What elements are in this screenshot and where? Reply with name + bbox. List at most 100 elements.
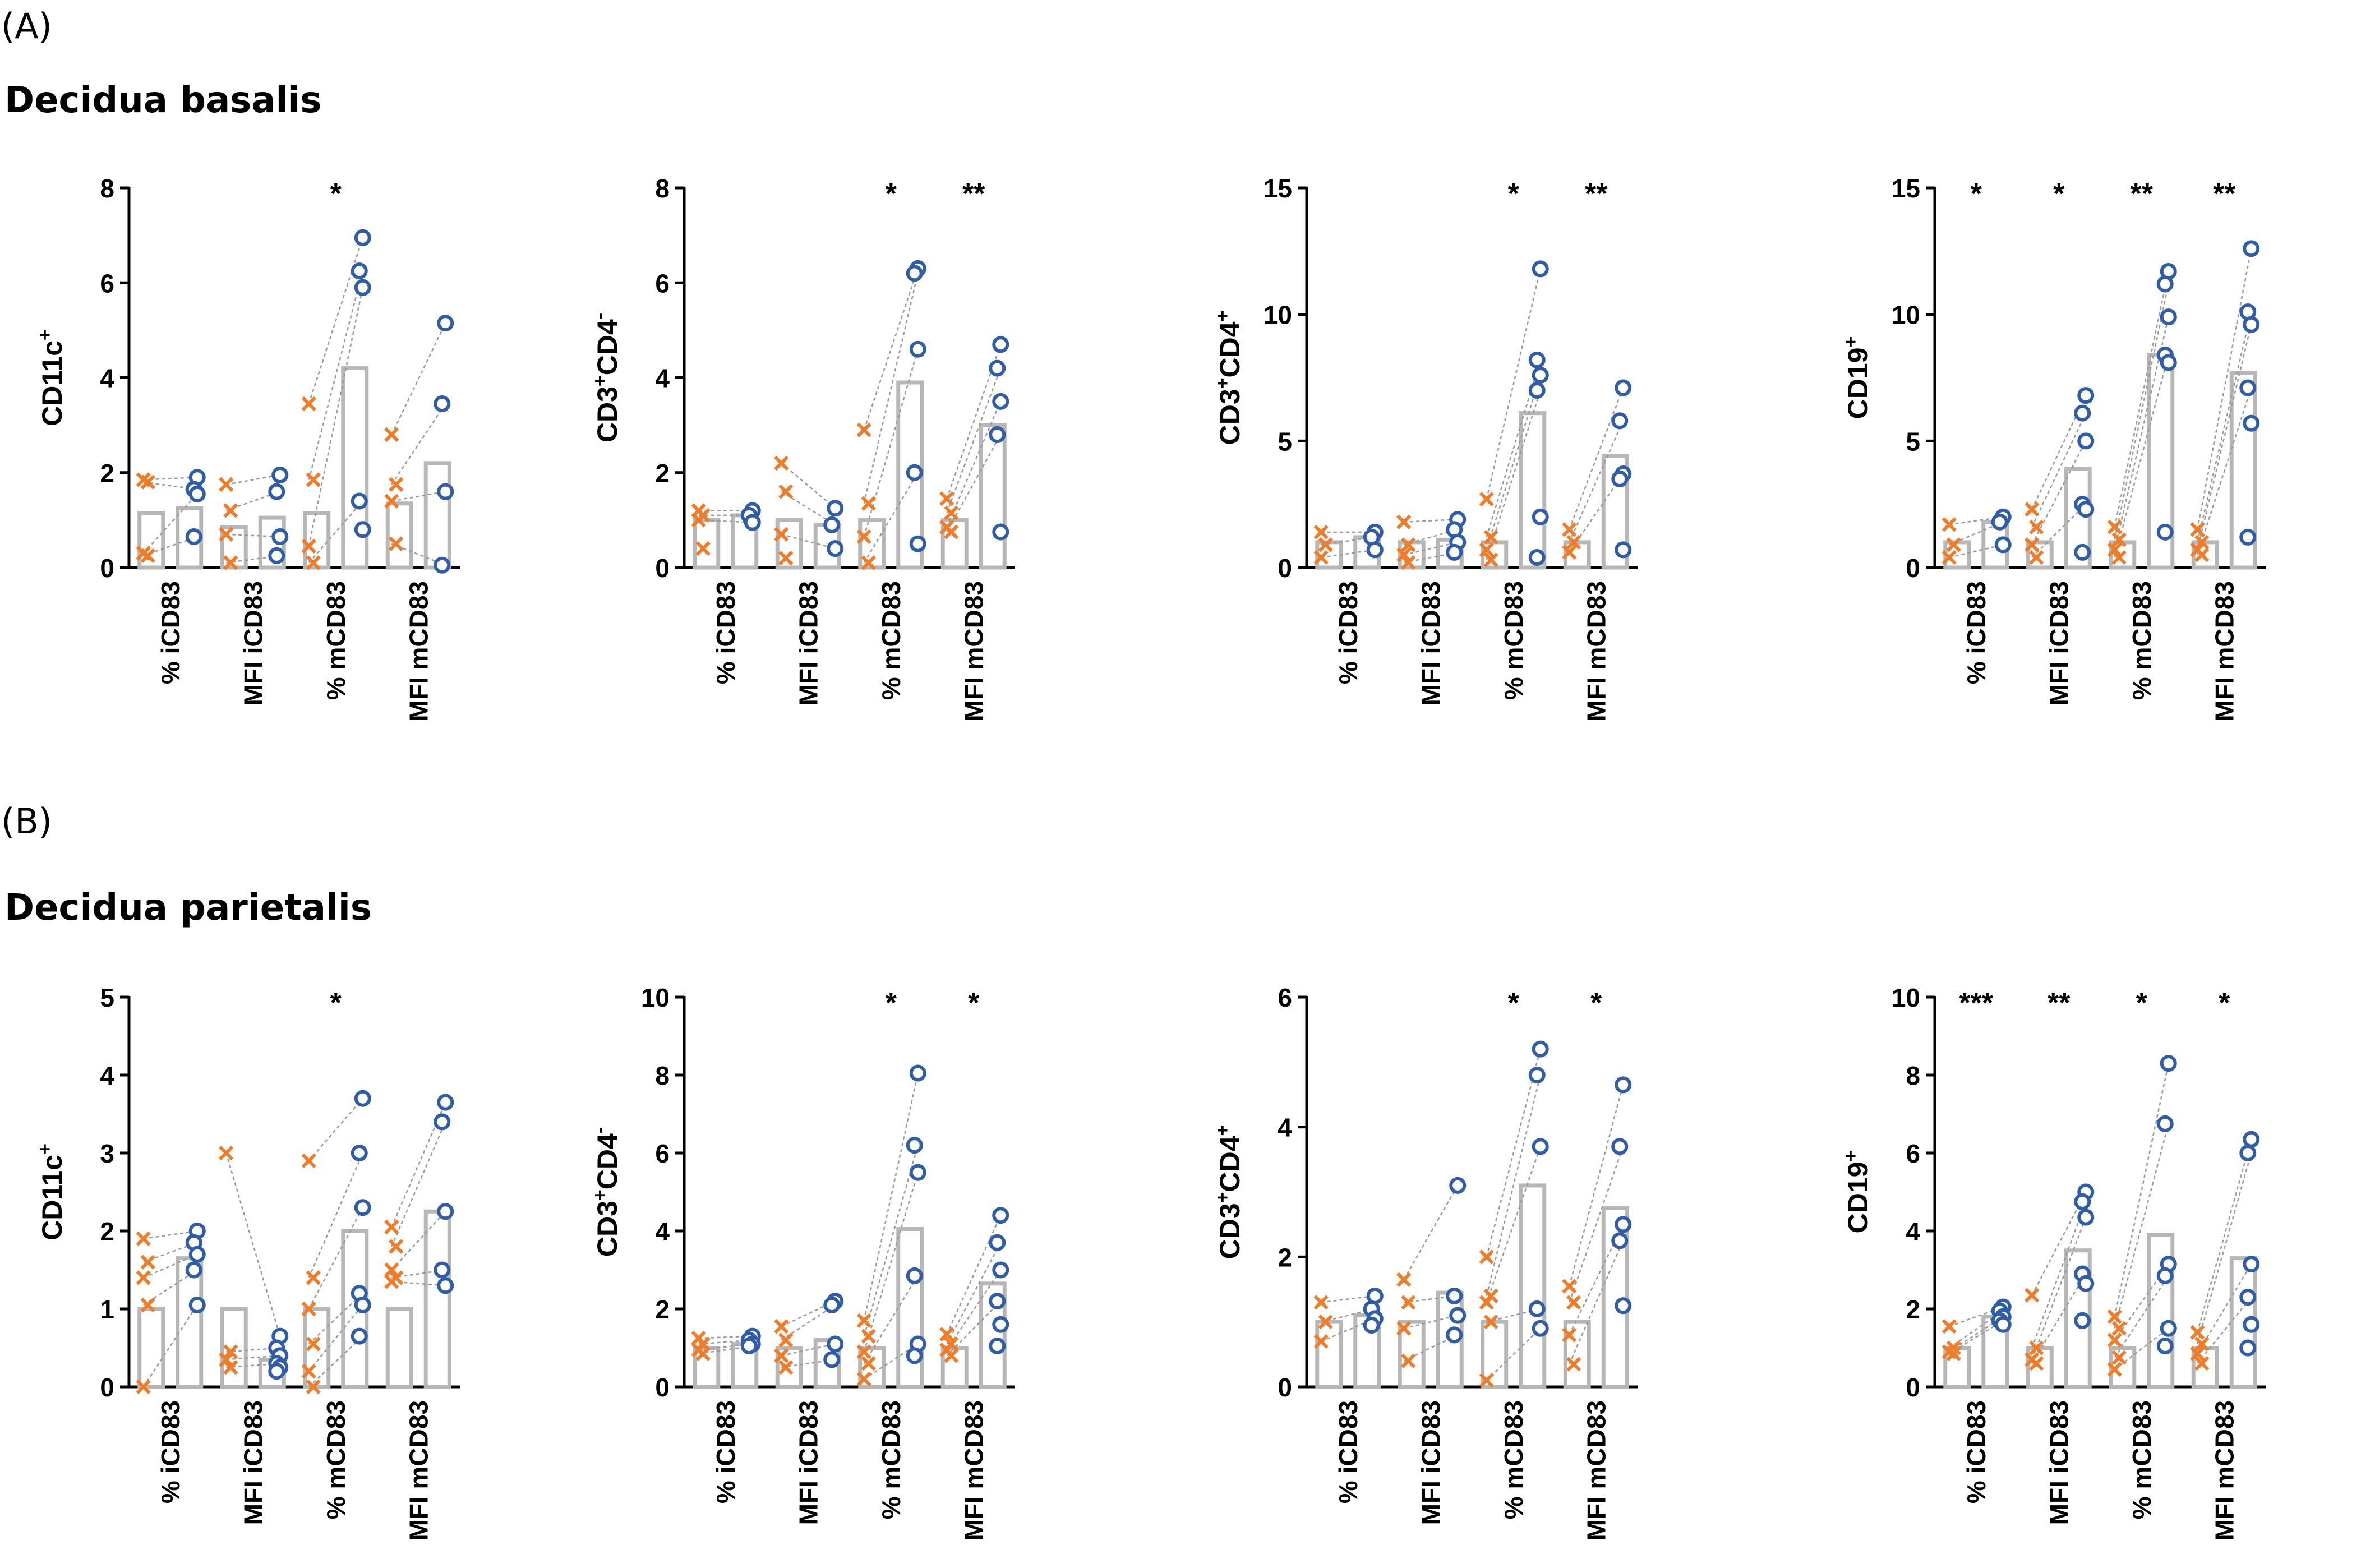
treated-point — [271, 466, 289, 483]
x-mark-stroke — [1313, 1334, 1329, 1349]
treated-point — [992, 393, 1009, 410]
treated-point — [906, 464, 923, 481]
significance-label: * — [330, 178, 342, 210]
y-tick-label: 1 — [100, 1295, 114, 1324]
treated-point — [1611, 1138, 1629, 1155]
control-point — [939, 1327, 954, 1342]
treated-point — [1528, 382, 1546, 399]
pair-link — [2197, 311, 2252, 543]
pair-link — [2114, 271, 2169, 528]
y-tick-label: 10 — [1892, 301, 1920, 330]
pair-link — [2114, 284, 2169, 540]
control-point — [1562, 545, 1577, 560]
pair-link — [1949, 1316, 2004, 1353]
x-mark-stroke — [306, 472, 321, 487]
control-bar — [1315, 1320, 1343, 1389]
x-mark-stroke — [1318, 1315, 1333, 1330]
treated-point — [354, 1090, 371, 1107]
control-point — [1401, 537, 1416, 552]
control-point — [301, 1364, 316, 1379]
category-label: % mCD83 — [321, 581, 351, 700]
y-tick-label: 8 — [655, 1061, 670, 1090]
control-point — [2111, 532, 2127, 547]
control-point — [223, 1344, 238, 1359]
x-mark-stroke — [1396, 547, 1412, 562]
x-mark-stroke — [1401, 537, 1416, 552]
x-mark-stroke — [136, 1231, 151, 1247]
pair-link — [1321, 1295, 1375, 1303]
x-mark-stroke — [861, 555, 876, 570]
control-point — [944, 524, 959, 539]
x-mark-stroke — [2029, 1356, 2044, 1371]
control-bar — [858, 1346, 886, 1389]
x-mark-stroke — [1946, 537, 1961, 552]
x-mark-stroke — [301, 1153, 316, 1169]
significance-label: ** — [962, 178, 985, 210]
x-mark-stroke — [861, 496, 876, 511]
control-point — [1479, 1249, 1494, 1265]
control-point — [223, 503, 238, 518]
y-axis-label: CD19+ — [1840, 336, 1874, 419]
chart-5: 0 2 4 6 8 10 CD3+CD4- % iCD83 MFI iCD83 * % mCD83 *… — [589, 983, 1015, 1541]
panel-title-a: Decidua basalis — [4, 80, 322, 121]
category-label: % iCD83 — [711, 1400, 740, 1504]
pair-link — [2197, 248, 2252, 530]
chart-4: 0 1 2 3 4 5 CD11c+ % iCD83 MFI iCD83 * % mCD83 MFI … — [34, 983, 460, 1541]
category-label: MFI mCD83 — [404, 581, 433, 721]
y-tick-label: 2 — [100, 459, 114, 488]
treated-point — [185, 528, 202, 545]
x-mark-stroke — [1946, 1346, 1961, 1362]
treated-point — [1449, 1177, 1467, 1194]
treated-point — [989, 1338, 1006, 1355]
treated-point — [351, 1327, 368, 1345]
control-point — [1566, 1357, 1581, 1372]
control-point — [2111, 550, 2127, 565]
treated-point — [2243, 1256, 2260, 1273]
control-point — [140, 1255, 155, 1270]
pair-link — [2197, 388, 2252, 555]
x-mark-stroke — [1396, 1321, 1412, 1336]
pair-link — [391, 403, 446, 485]
control-point — [140, 1297, 155, 1313]
control-point — [774, 1348, 789, 1363]
significance-label: ** — [2213, 178, 2236, 210]
x-mark-stroke — [2190, 1325, 2205, 1340]
x-mark-stroke — [384, 494, 399, 509]
x-mark-stroke — [774, 1348, 789, 1363]
x-mark-stroke — [1479, 542, 1494, 557]
pair-link — [781, 491, 836, 525]
treated-bar — [176, 1256, 204, 1389]
control-point — [1566, 534, 1581, 550]
y-tick-label: 2 — [655, 459, 670, 488]
x-mark-stroke — [389, 536, 404, 551]
treated-point — [1615, 1076, 1632, 1094]
y-axis-label: CD3+CD4+ — [1212, 311, 1246, 445]
x-mark-stroke — [1942, 517, 1957, 532]
y-tick-label: 0 — [1906, 554, 1920, 583]
control-bar — [1943, 1346, 1971, 1389]
control-bar — [2026, 540, 2054, 570]
control-point — [1479, 542, 1494, 557]
x-mark-stroke — [1562, 522, 1577, 537]
control-point — [2029, 1356, 2044, 1371]
control-point — [301, 1301, 316, 1317]
pair-link — [781, 462, 836, 509]
treated-point — [1615, 541, 1632, 559]
significance-label: ** — [1585, 178, 1608, 210]
significance-label: * — [1590, 987, 1602, 1020]
treated-point — [1994, 536, 2012, 554]
control-point — [778, 1332, 794, 1348]
category-label: % iCD83 — [1962, 1400, 1991, 1504]
control-point — [2190, 522, 2205, 537]
y-tick-label: 5 — [1278, 427, 1292, 456]
treated-point — [351, 262, 368, 280]
treated-point — [1532, 508, 1549, 525]
x-mark-stroke — [856, 1344, 871, 1359]
significance-label: * — [1508, 178, 1520, 210]
treated-point — [2243, 1131, 2260, 1148]
charts-layer: 0 2 4 6 8 CD11c+ % iCD83 MFI iCD83 * % mCD83 MFI m… — [34, 174, 2266, 1541]
x-mark-stroke — [389, 1239, 404, 1254]
pair-link — [2197, 1152, 2252, 1344]
control-point — [301, 396, 316, 412]
treated-point — [2160, 1055, 2177, 1072]
